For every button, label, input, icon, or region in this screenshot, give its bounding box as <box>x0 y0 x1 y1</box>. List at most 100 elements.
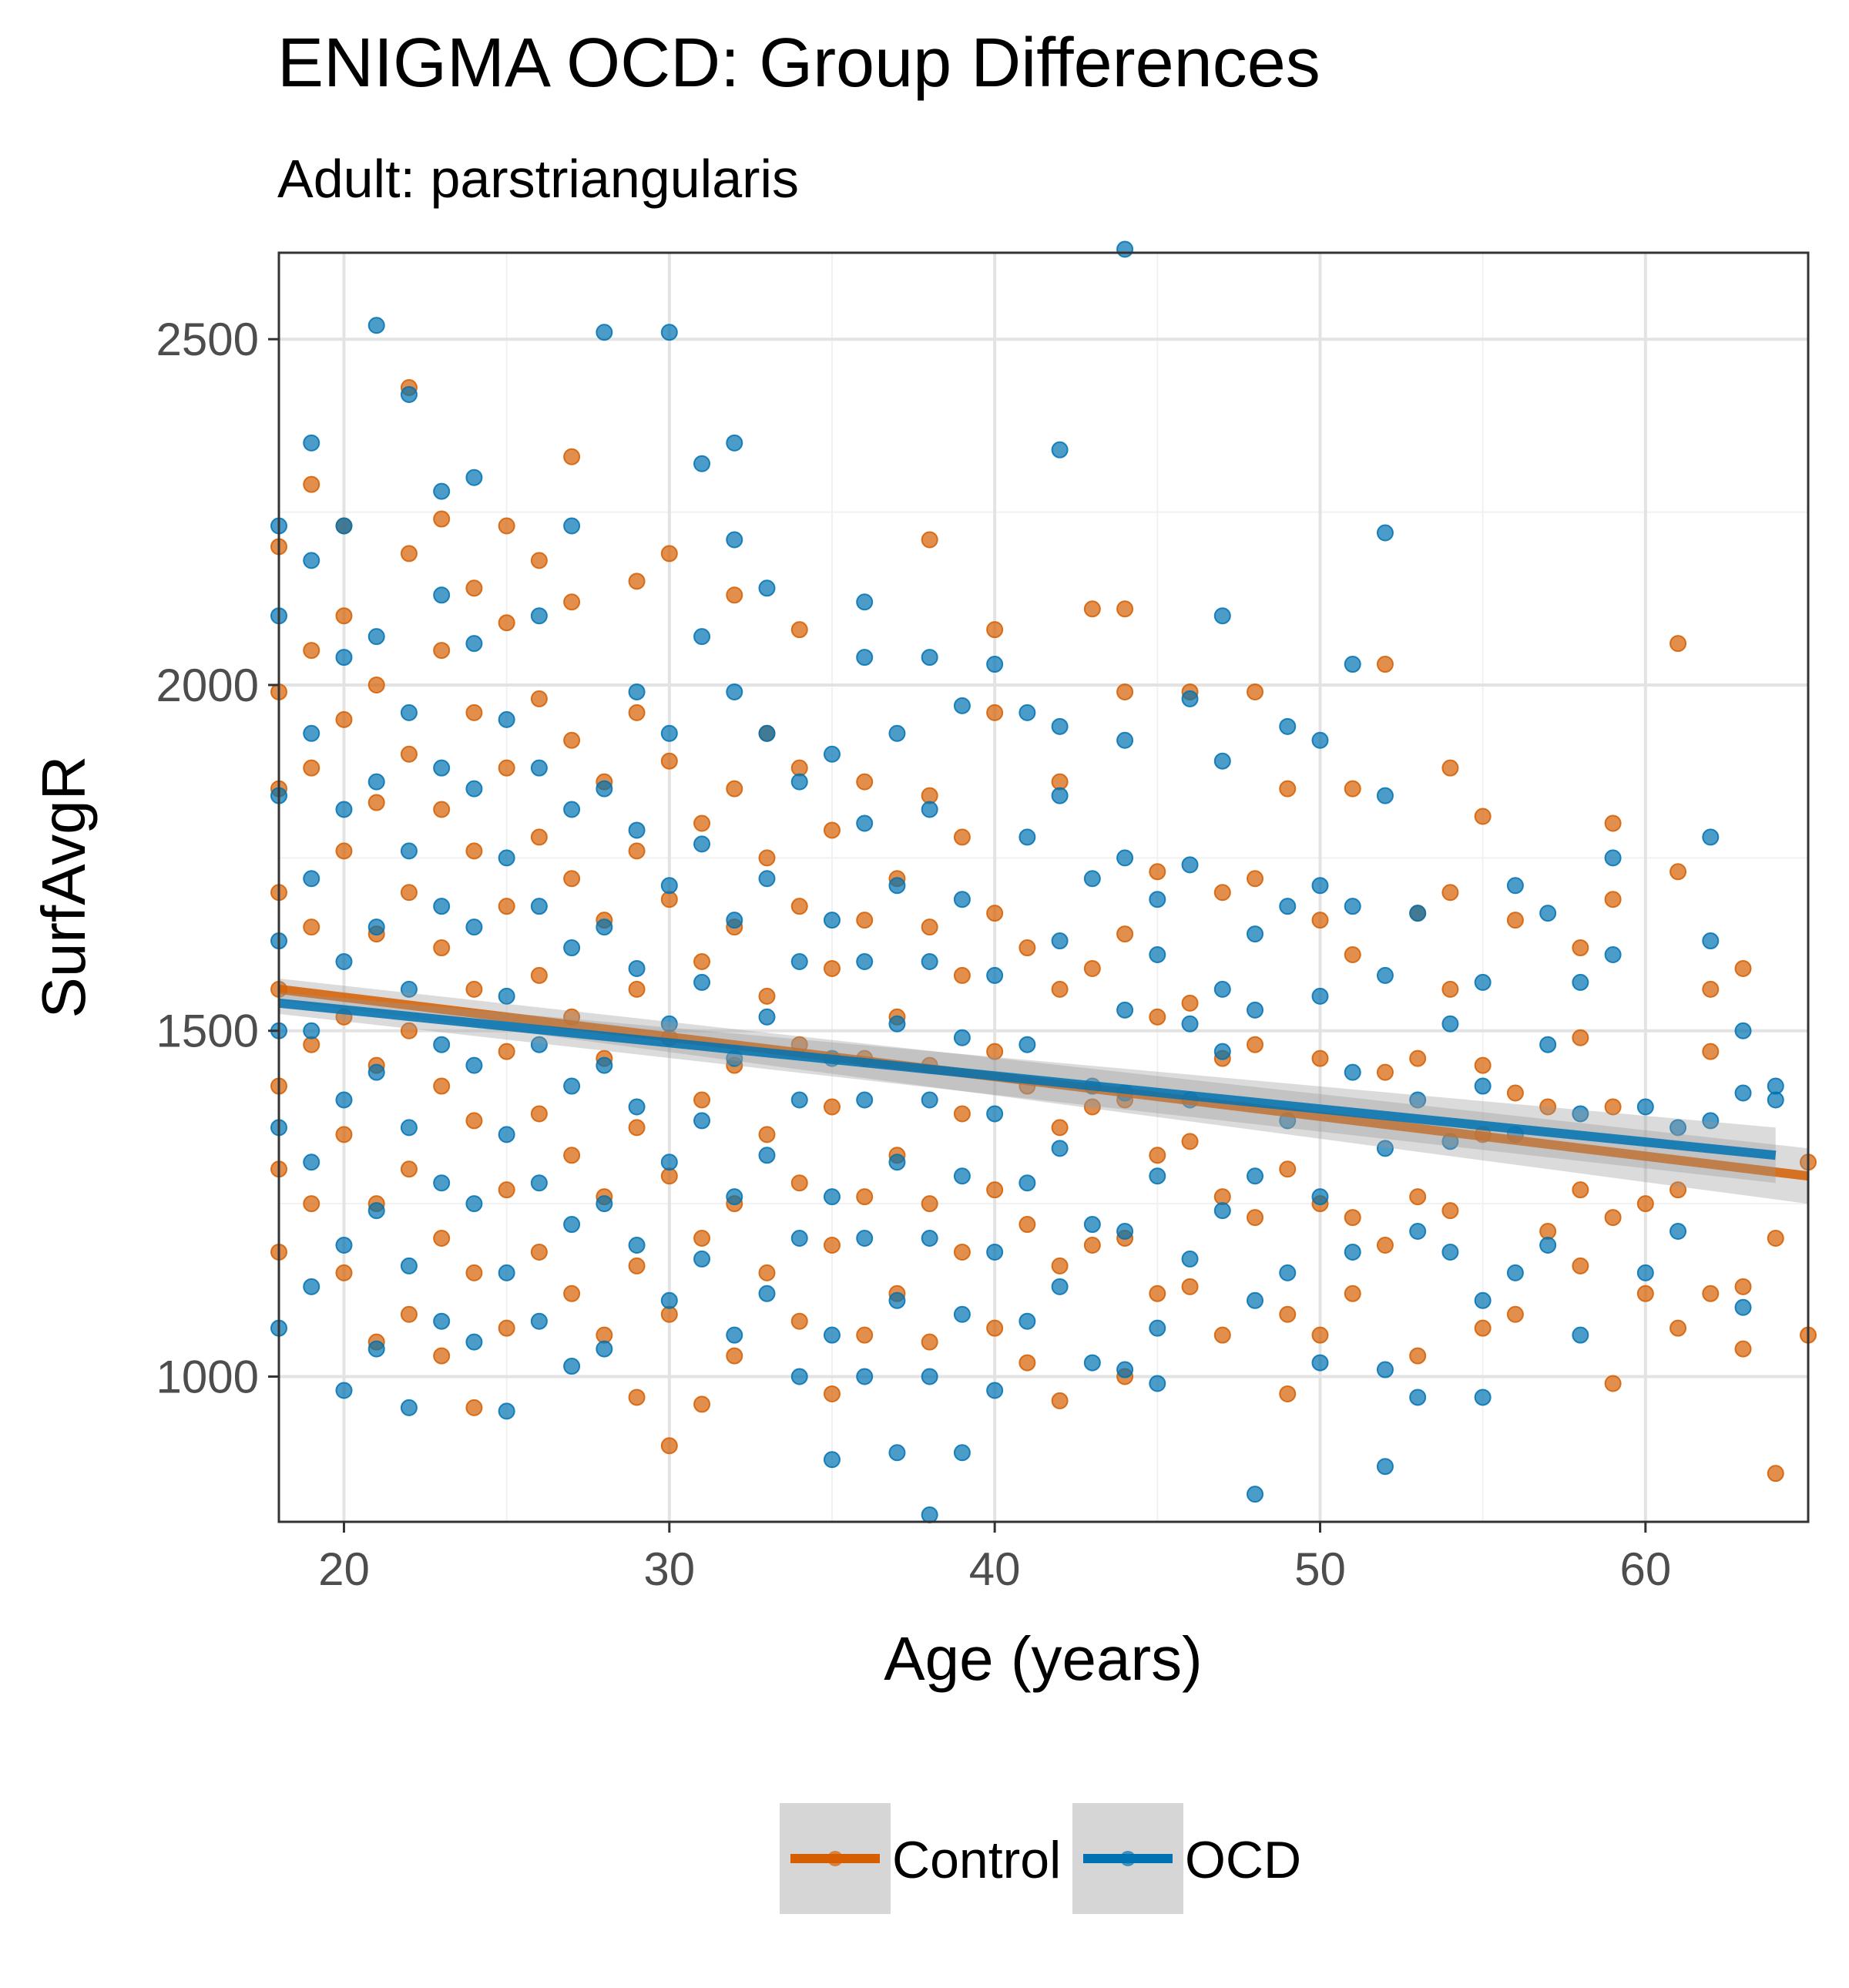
data-point <box>986 905 1004 922</box>
data-point <box>400 545 418 562</box>
data-point <box>1116 1001 1134 1019</box>
data-point <box>660 1437 678 1455</box>
data-point <box>1636 1284 1654 1302</box>
data-point <box>1018 1216 1036 1234</box>
x-tick-label: 30 <box>643 1543 695 1595</box>
data-point <box>563 1358 581 1375</box>
data-point <box>1116 731 1134 749</box>
data-point <box>303 434 320 452</box>
data-point <box>303 1154 320 1171</box>
data-point <box>953 1029 971 1046</box>
data-point <box>758 1264 776 1281</box>
data-point <box>1051 1278 1069 1295</box>
fit-line-ocd <box>278 998 1777 1160</box>
data-point <box>953 1243 971 1261</box>
data-point <box>1279 1385 1297 1402</box>
data-point <box>465 1195 483 1213</box>
data-point <box>693 973 711 991</box>
data-point <box>596 1340 613 1358</box>
data-point <box>628 842 646 860</box>
data-point <box>563 593 581 611</box>
data-point <box>856 1326 874 1344</box>
data-point <box>1051 1140 1069 1157</box>
data-point <box>1604 946 1622 964</box>
data-point <box>1702 1043 1720 1060</box>
data-point <box>433 898 451 915</box>
data-point <box>335 1382 353 1399</box>
data-point <box>790 621 808 639</box>
data-point <box>530 898 548 915</box>
data-point <box>367 317 385 334</box>
data-point <box>1734 1084 1752 1102</box>
data-point <box>888 877 906 895</box>
data-point <box>1702 1284 1720 1302</box>
data-point <box>790 1230 808 1248</box>
data-point <box>530 1174 548 1192</box>
data-point <box>856 1368 874 1385</box>
data-point <box>1702 980 1720 998</box>
data-point <box>726 780 743 798</box>
data-point <box>660 752 678 770</box>
data-point <box>563 1284 581 1302</box>
data-point <box>823 912 841 929</box>
data-point <box>1247 1036 1264 1053</box>
data-point <box>1213 1043 1231 1060</box>
data-point <box>596 1195 613 1213</box>
data-point <box>530 1036 548 1053</box>
data-point <box>888 1444 906 1462</box>
data-point <box>1213 752 1231 770</box>
data-point <box>856 952 874 970</box>
data-point <box>1572 1181 1589 1199</box>
legend-point-ocd <box>1120 1851 1136 1866</box>
data-point <box>823 821 841 839</box>
data-point <box>856 593 874 611</box>
data-point <box>465 1112 483 1130</box>
data-point <box>823 745 841 763</box>
data-point <box>400 704 418 721</box>
data-point <box>758 579 776 597</box>
data-point <box>433 1230 451 1248</box>
regression-lines <box>278 978 1809 1204</box>
data-point <box>1636 1098 1654 1116</box>
data-point <box>335 1091 353 1109</box>
data-point <box>530 607 548 625</box>
data-point <box>1213 980 1231 998</box>
data-point <box>596 780 613 798</box>
data-point <box>660 1291 678 1309</box>
data-point <box>1051 441 1069 458</box>
data-point <box>628 821 646 839</box>
data-point <box>856 814 874 832</box>
data-point <box>433 510 451 528</box>
data-point <box>563 870 581 888</box>
data-point <box>693 814 711 832</box>
data-point <box>823 959 841 977</box>
data-point <box>1018 1312 1036 1330</box>
data-point <box>660 324 678 341</box>
data-point <box>1051 1257 1069 1274</box>
data-point <box>953 1444 971 1462</box>
data-point <box>1116 683 1134 700</box>
data-point <box>465 842 483 860</box>
data-point <box>303 552 320 569</box>
data-point <box>563 731 581 749</box>
data-point <box>1604 1209 1622 1227</box>
data-point <box>1279 1264 1297 1281</box>
data-point <box>1116 1223 1134 1241</box>
data-point <box>726 531 743 549</box>
data-point <box>1311 912 1329 929</box>
data-point <box>1344 1243 1361 1261</box>
data-point <box>1572 973 1589 991</box>
data-point <box>367 773 385 791</box>
data-point <box>1409 1049 1427 1067</box>
data-point <box>367 1202 385 1220</box>
data-point <box>1083 1236 1101 1254</box>
data-point <box>1604 891 1622 908</box>
data-point <box>1734 959 1752 977</box>
data-point <box>433 759 451 777</box>
data-point <box>433 939 451 957</box>
data-point <box>1572 1326 1589 1344</box>
data-point <box>367 1340 385 1358</box>
data-point <box>563 1216 581 1234</box>
data-point <box>596 918 613 936</box>
data-point <box>1409 1223 1427 1241</box>
